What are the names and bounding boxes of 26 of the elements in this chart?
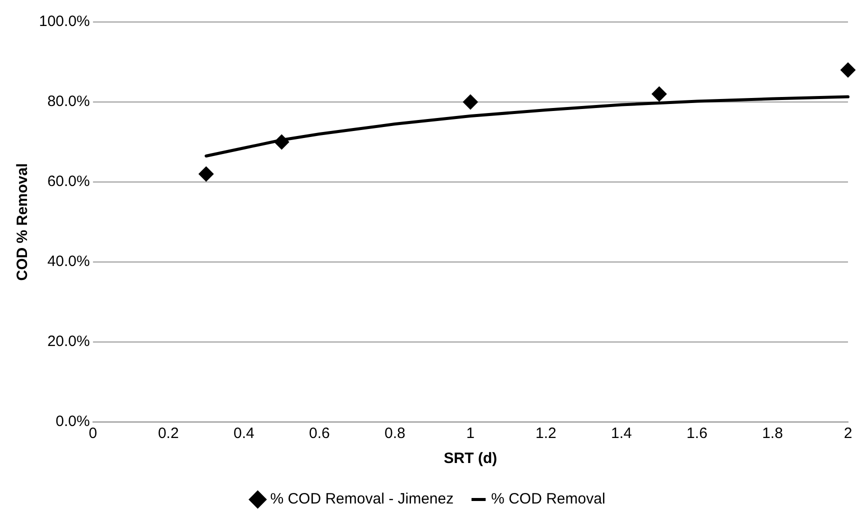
point: [462, 94, 478, 110]
legend-label: % COD Removal: [491, 490, 606, 508]
point: [198, 166, 214, 182]
x-tick-label: 0.8: [384, 425, 406, 442]
x-tick-label: 1.6: [686, 425, 708, 442]
y-tick-label: 100.0%: [39, 13, 90, 30]
y-tick-label: 40.0%: [47, 253, 90, 270]
x-tick-label: 0.2: [158, 425, 179, 442]
x-tick-label: 0.4: [233, 425, 254, 442]
y-tick-label: 80.0%: [47, 93, 90, 110]
x-tick-label: 1.2: [536, 425, 556, 442]
x-tick-label: 1.4: [611, 425, 632, 442]
x-tick-label: 1: [466, 425, 475, 442]
y-tick-label: 20.0%: [47, 333, 90, 350]
y-axis-title: COD % Removal: [14, 163, 32, 281]
legend-label: % COD Removal - Jimenez: [270, 490, 454, 508]
point: [652, 86, 667, 102]
point: [274, 134, 290, 150]
point: [840, 62, 856, 78]
y-tick-label: 0.0%: [56, 413, 90, 430]
y-tick-label: 60.0%: [47, 173, 90, 190]
x-axis-title: SRT (d): [444, 450, 498, 468]
x-tick-label: 2: [844, 425, 852, 442]
x-tick-label: 0: [88, 425, 98, 442]
x-tick-label: 1.8: [762, 425, 783, 442]
x-tick-label: 0.6: [308, 425, 330, 442]
